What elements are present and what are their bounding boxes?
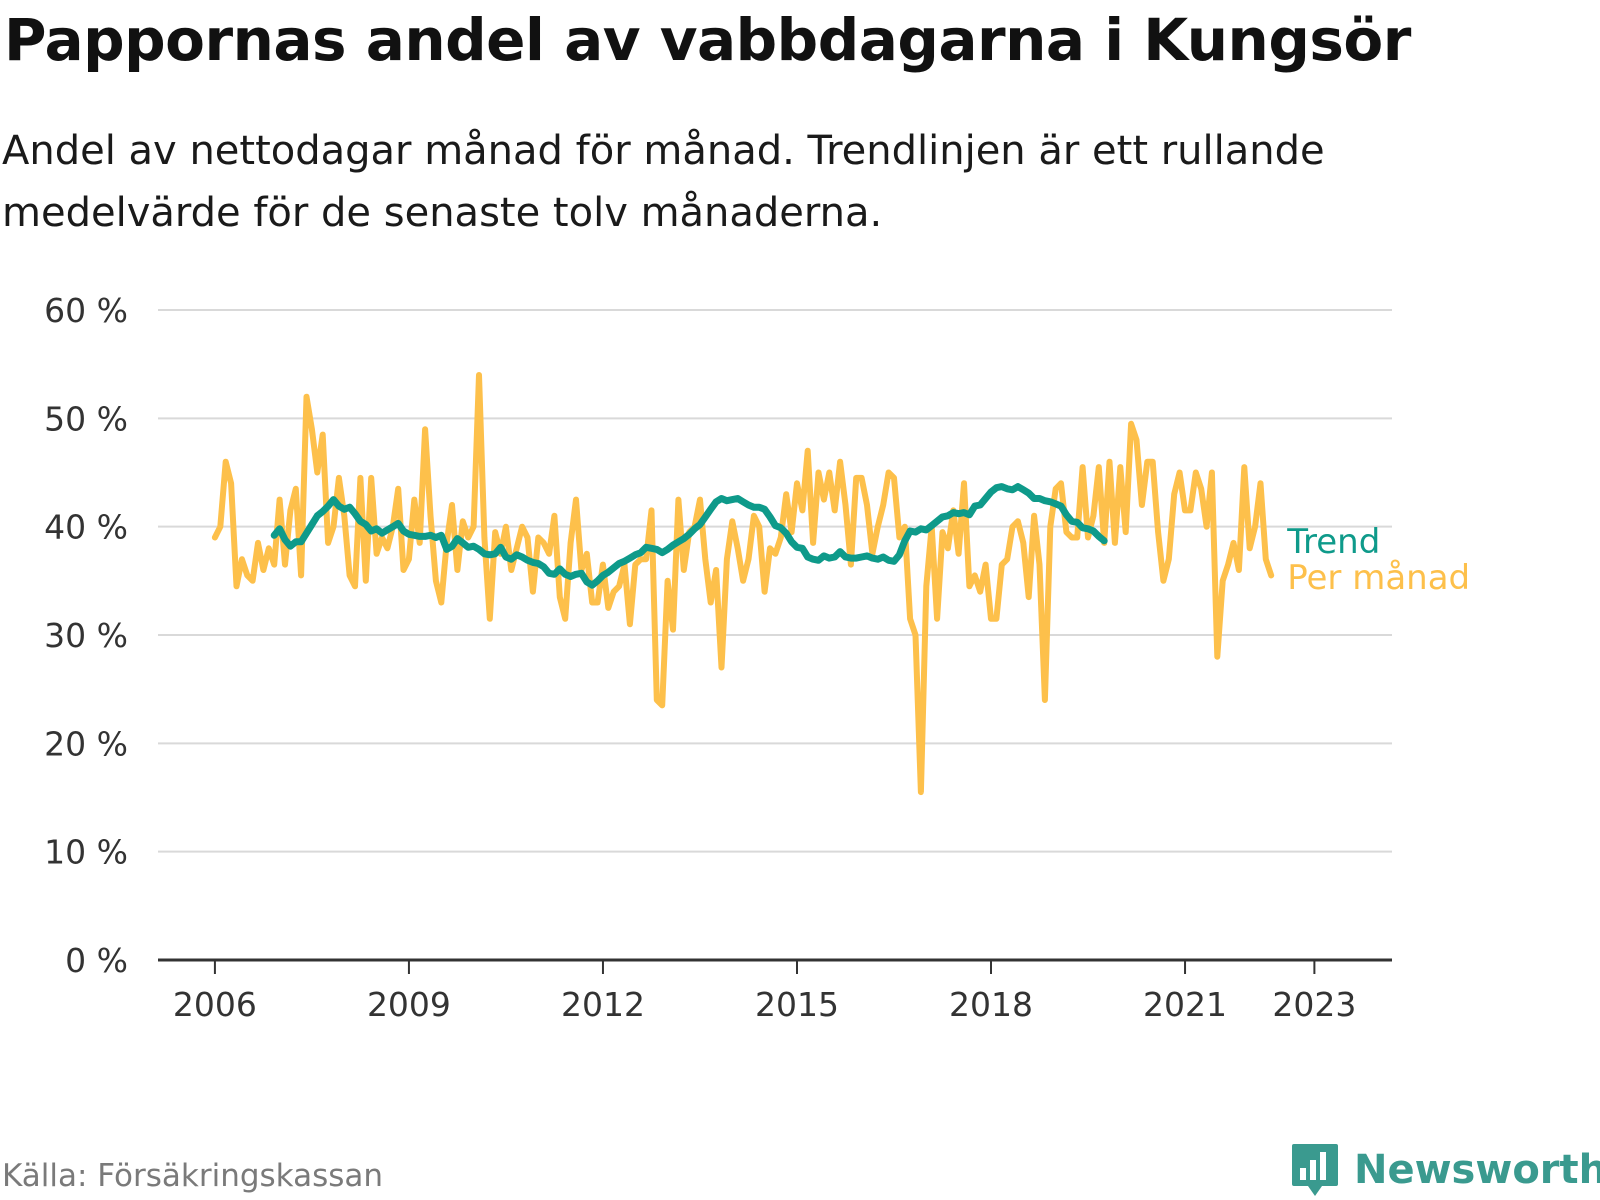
- y-tick-label: 10 %: [44, 833, 128, 872]
- y-tick-label: 0 %: [65, 941, 128, 980]
- x-axis: 2006 2009 2012 2015 2018 2021 2023: [158, 958, 1392, 1024]
- series-line-per-manad: [211, 372, 1275, 796]
- brand-logo: Newsworthy: [1290, 1140, 1600, 1200]
- bar-chart-speech-bubble-icon: [1292, 1144, 1338, 1196]
- x-tick-label: 2012: [561, 985, 645, 1024]
- gridlines: [158, 309, 1392, 853]
- x-tick-label: 2023: [1272, 985, 1356, 1024]
- brand-name: Newsworthy: [1354, 1147, 1600, 1193]
- source-note: Källa: Försäkringskassan: [2, 1158, 384, 1194]
- x-tick-label: 2006: [173, 985, 257, 1024]
- chart-title: Pappornas andel av vabbdagarna i Kungsör: [4, 6, 1411, 74]
- y-axis-tick-labels: 0 % 10 % 20 % 30 % 40 % 50 % 60 %: [44, 291, 128, 980]
- x-tick-label: 2015: [755, 985, 839, 1024]
- x-tick-label: 2021: [1143, 985, 1227, 1024]
- y-tick-label: 60 %: [44, 291, 128, 330]
- legend-label-trend: Trend: [1286, 522, 1380, 562]
- y-tick-label: 50 %: [44, 399, 128, 438]
- series-lines: [211, 372, 1275, 796]
- y-tick-label: 20 %: [44, 724, 128, 763]
- x-tick-label: 2009: [367, 985, 451, 1024]
- y-tick-label: 30 %: [44, 616, 128, 655]
- y-tick-label: 40 %: [44, 508, 128, 547]
- legend-label-per-manad: Per månad: [1287, 558, 1470, 598]
- series-line-trend: [270, 483, 1108, 589]
- chart-subtitle: Andel av nettodagar månad för månad. Tre…: [2, 128, 1325, 236]
- line-chart: 0 % 10 % 20 % 30 % 40 % 50 % 60 % 2006 2009 2012…: [44, 291, 1470, 1024]
- x-tick-label: 2018: [949, 985, 1033, 1024]
